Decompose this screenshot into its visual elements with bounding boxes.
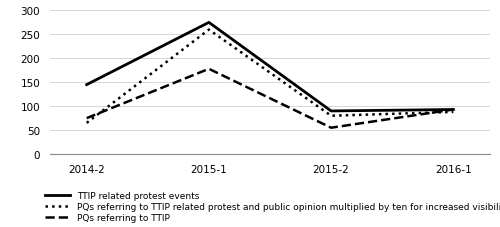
Legend: TTIP related protest events, PQs referring to TTIP related protest and public op: TTIP related protest events, PQs referri… — [44, 191, 500, 222]
